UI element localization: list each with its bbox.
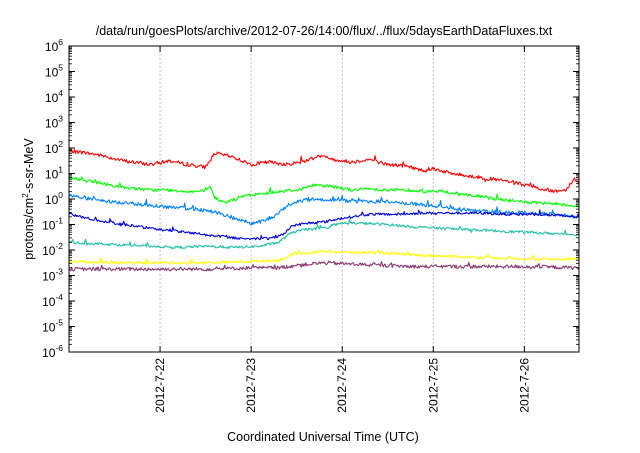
y-tick-label: 104 [45,88,63,105]
y-tick-label: 10-3 [42,267,63,284]
y-tick-exponent: 0 [58,190,63,200]
y-tick-base: 10 [45,40,59,54]
y-tick-label: 10-1 [42,216,63,233]
y-tick-label: 10-2 [42,241,63,258]
y-tick-label: 10-4 [42,292,63,309]
series-line-6 [68,249,580,265]
x-tick-label: 2012-7-23 [244,358,258,413]
y-tick-label: 10-6 [42,343,63,360]
y-axis-label: protons/cm2-s-sr-MeV [20,138,36,260]
y-tick-base: 10 [45,91,59,105]
y-axis-label-sup: 2 [20,193,30,198]
x-tick-label: 2012-7-25 [426,358,440,413]
x-axis: 2012-7-22 2012-7-23 2012-7-24 2012-7-25 2012… [153,46,531,413]
y-tick-label: 105 [45,63,63,80]
series-line-1 [68,149,580,194]
y-tick-label: 10-5 [42,318,63,335]
y-tick-exponent: -1 [55,216,63,226]
series-line-5 [68,218,580,250]
y-tick-label: 102 [45,139,63,156]
y-axis-label-prefix: protons/cm [22,198,36,260]
y-tick-base: 10 [45,66,59,80]
series-line-4 [68,209,580,241]
y-tick-base: 10 [42,219,56,233]
y-tick-exponent: 3 [58,114,63,124]
y-tick-base: 10 [42,244,56,258]
series-line-2 [68,176,580,208]
chart-title: /data/run/goesPlots/archive/2012-07-26/1… [96,24,553,38]
y-tick-label: 103 [45,114,63,131]
series-line-7 [68,260,580,272]
y-tick-base: 10 [45,193,59,207]
y-tick-base: 10 [45,117,59,131]
y-tick-exponent: -6 [55,343,63,353]
y-tick-exponent: -4 [55,292,63,302]
x-tick-label: 2012-7-24 [335,358,349,413]
y-tick-exponent: -2 [55,241,63,251]
y-tick-exponent: -5 [55,318,63,328]
y-axis-label-suffix: -s-sr-MeV [22,138,36,194]
y-tick-label: 100 [45,190,63,207]
y-axis: 10610510410310210110010-110-210-310-410-… [42,37,579,360]
y-tick-base: 10 [45,142,59,156]
y-tick-label: 106 [45,37,63,54]
y-tick-base: 10 [45,168,59,182]
series-layer [68,149,580,272]
y-tick-exponent: -3 [55,267,63,277]
x-tick-label: 2012-7-26 [517,358,531,413]
y-tick-base: 10 [42,270,56,284]
y-tick-base: 10 [42,346,56,360]
y-tick-base: 10 [42,321,56,335]
grid-lines [159,46,525,352]
x-axis-label: Coordinated Universal Time (UTC) [227,430,419,444]
y-tick-exponent: 4 [58,88,63,98]
y-tick-exponent: 6 [58,37,63,47]
y-tick-label: 101 [45,165,63,182]
y-tick-exponent: 2 [58,139,63,149]
y-tick-exponent: 5 [58,63,63,73]
x-tick-label: 2012-7-22 [153,358,167,413]
y-tick-exponent: 1 [58,165,63,175]
y-tick-base: 10 [42,295,56,309]
